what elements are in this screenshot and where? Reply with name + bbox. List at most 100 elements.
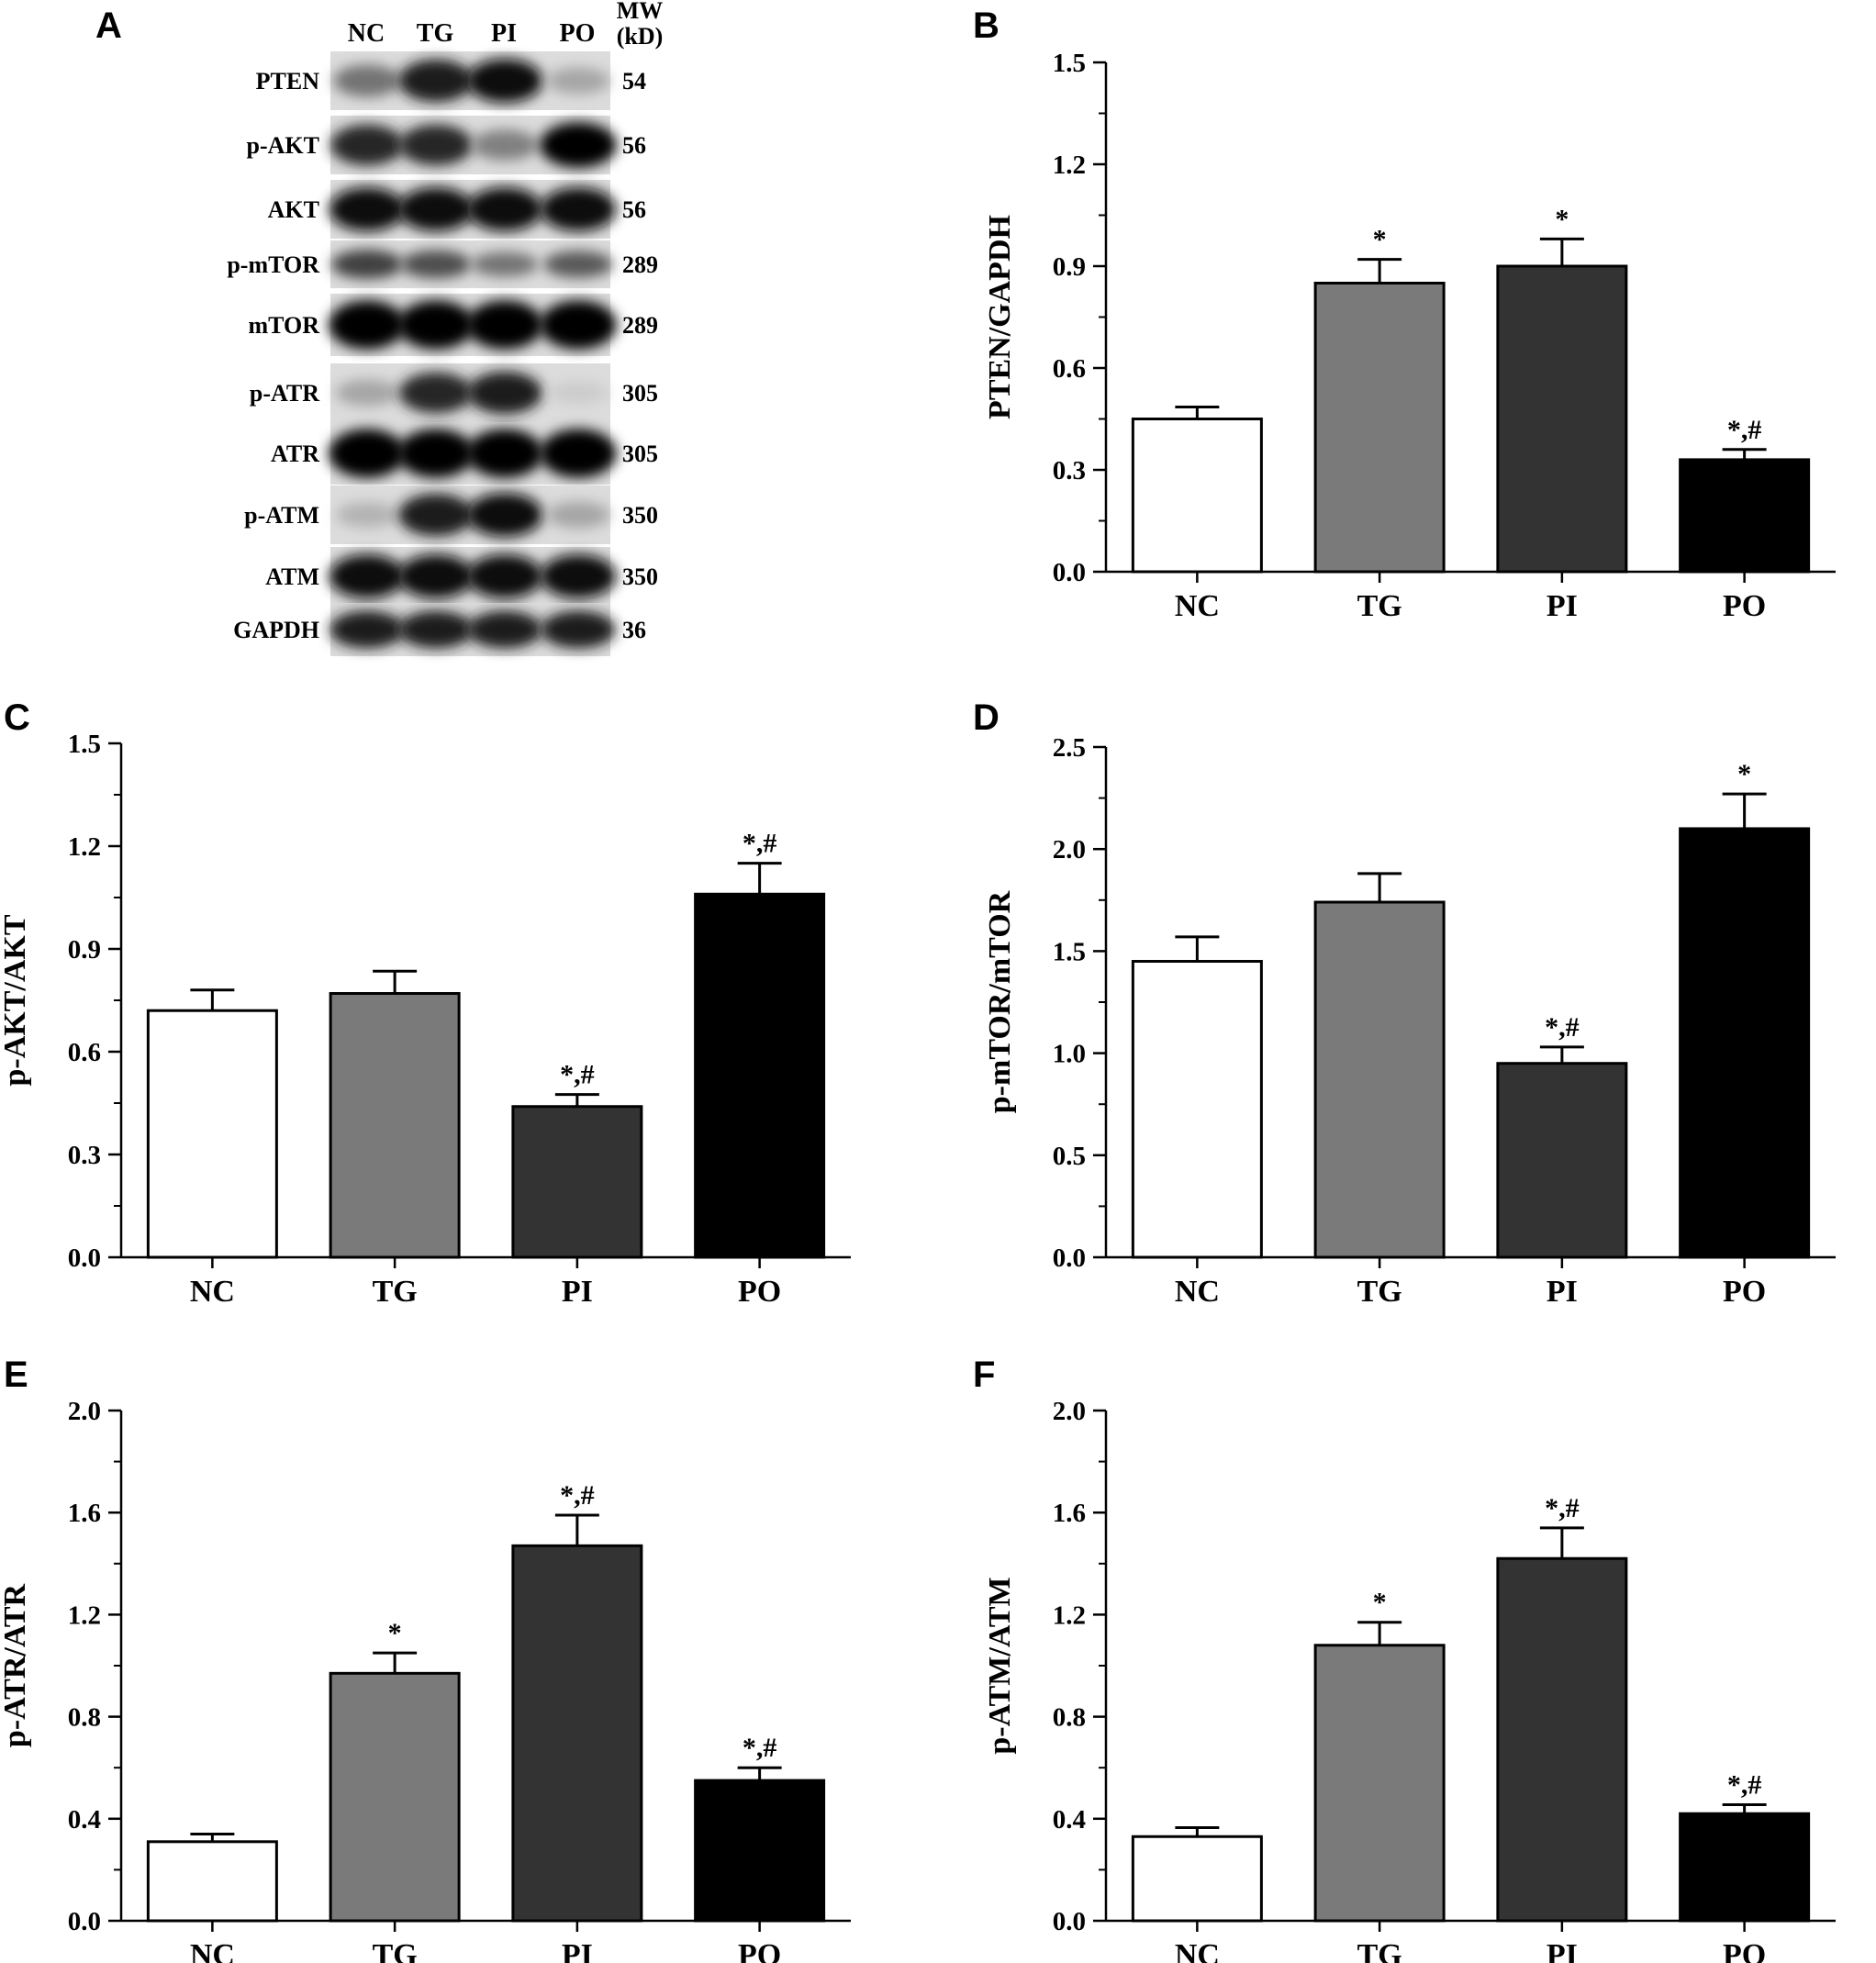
- bar-po: [1679, 827, 1811, 1259]
- x-tick-label: PI: [1547, 589, 1578, 623]
- x-tick-label: PO: [738, 1275, 781, 1309]
- bar-tg: [1313, 900, 1446, 1259]
- x-tick-label: PO: [1723, 1938, 1766, 1963]
- y-tick-label: 0.3: [1053, 456, 1086, 485]
- bar-nc: [1131, 960, 1263, 1259]
- y-tick-label: 1.2: [68, 832, 101, 862]
- bar-nc: [1131, 1835, 1263, 1923]
- x-tick-label: PI: [1547, 1275, 1578, 1309]
- bar-po: [694, 892, 826, 1259]
- y-tick-label: 0.4: [1053, 1805, 1086, 1835]
- bar-pi: [511, 1105, 643, 1259]
- y-tick-label: 0.0: [1053, 1907, 1086, 1936]
- panel-letter-a: A: [95, 6, 122, 46]
- panel-letter-b: B: [973, 6, 999, 46]
- x-tick-label: NC: [1175, 1275, 1220, 1309]
- y-tick-label: 1.2: [1053, 151, 1086, 180]
- x-tick-label: PI: [562, 1938, 593, 1963]
- y-tick-label: 0.6: [68, 1038, 101, 1067]
- x-tick-label: NC: [190, 1938, 235, 1963]
- significance-label: *: [388, 1618, 402, 1648]
- bar-tg: [1313, 282, 1446, 574]
- chart-f: 0.0 0.4 0.8 1.2 1.6 2.0 p-ATM/ATM NC * TG *,# PI *,#…: [983, 1397, 1836, 1963]
- y-axis-label: PTEN/GAPDH: [983, 215, 1017, 419]
- x-tick-label: PO: [1723, 1275, 1766, 1309]
- y-tick-label: 1.5: [1053, 937, 1086, 966]
- significance-label: *: [1373, 1588, 1387, 1618]
- x-tick-label: PI: [562, 1275, 593, 1309]
- significance-label: *: [1555, 204, 1569, 234]
- y-tick-label: 0.8: [68, 1703, 101, 1733]
- x-tick-label: TG: [1357, 589, 1402, 623]
- bar-tg: [329, 1671, 461, 1923]
- significance-label: *,#: [1727, 1770, 1762, 1801]
- y-tick-label: 0.3: [68, 1141, 101, 1170]
- x-tick-label: PO: [738, 1938, 781, 1963]
- significance-label: *,#: [1727, 415, 1762, 445]
- y-axis-label: p-ATM/ATM: [983, 1577, 1017, 1754]
- significance-label: *,#: [560, 1060, 595, 1090]
- bar-nc: [146, 1009, 278, 1259]
- y-tick-label: 0.9: [1053, 252, 1086, 282]
- bar-tg: [329, 992, 461, 1259]
- bar-po: [1679, 458, 1811, 574]
- chart-c: 0.0 0.3 0.6 0.9 1.2 1.5 p-AKT/AKT NC TG *,# PI *,# P…: [0, 730, 851, 1309]
- y-axis-label: p-ATR/ATR: [0, 1583, 32, 1747]
- y-tick-label: 0.0: [1053, 1244, 1086, 1273]
- y-tick-label: 0.5: [1053, 1142, 1086, 1171]
- chart-e: 0.0 0.4 0.8 1.2 1.6 2.0 p-ATR/ATR NC * TG *,# PI *,#…: [0, 1397, 851, 1963]
- y-tick-label: 0.0: [68, 1907, 101, 1936]
- bar-tg: [1313, 1644, 1446, 1923]
- significance-label: *,#: [560, 1480, 595, 1511]
- x-tick-label: TG: [1357, 1275, 1402, 1309]
- x-tick-label: PO: [1723, 589, 1766, 623]
- y-tick-label: 1.6: [1053, 1499, 1086, 1528]
- panel-letter-c: C: [4, 697, 30, 738]
- y-tick-label: 1.0: [1053, 1040, 1086, 1069]
- x-tick-label: TG: [1357, 1938, 1402, 1963]
- significance-label: *,#: [743, 1733, 777, 1763]
- x-tick-label: NC: [1175, 589, 1220, 623]
- bar-po: [1679, 1812, 1811, 1923]
- y-tick-label: 0.0: [1053, 558, 1086, 587]
- x-tick-label: NC: [190, 1275, 235, 1309]
- x-tick-label: NC: [1175, 1938, 1220, 1963]
- y-tick-label: 1.5: [68, 730, 101, 759]
- y-axis-label: p-AKT/AKT: [0, 914, 32, 1086]
- bar-pi: [1496, 1556, 1628, 1923]
- x-tick-label: TG: [373, 1938, 418, 1963]
- panel-letter-d: D: [973, 697, 999, 738]
- significance-label: *,#: [1545, 1493, 1580, 1523]
- bar-po: [694, 1779, 826, 1923]
- y-tick-label: 1.2: [1053, 1601, 1086, 1630]
- bar-nc: [1131, 418, 1263, 574]
- significance-label: *,#: [1545, 1012, 1580, 1043]
- chart-b: 0.0 0.3 0.6 0.9 1.2 1.5 PTEN/GAPDH NC * TG * PI *,# P…: [983, 49, 1836, 623]
- y-tick-label: 0.0: [68, 1244, 101, 1273]
- chart-d: 0.0 0.5 1.0 1.5 2.0 2.5 p-mTOR/mTOR NC TG *,# PI * P…: [983, 733, 1836, 1309]
- x-tick-label: TG: [373, 1275, 418, 1309]
- panel-letter-f: F: [973, 1355, 996, 1395]
- y-tick-label: 1.2: [68, 1601, 101, 1630]
- y-tick-label: 0.9: [68, 935, 101, 965]
- y-tick-label: 0.8: [1053, 1703, 1086, 1733]
- y-tick-label: 0.6: [1053, 354, 1086, 384]
- y-tick-label: 2.0: [68, 1397, 101, 1426]
- y-tick-label: 1.5: [1053, 49, 1086, 78]
- y-tick-label: 1.6: [68, 1499, 101, 1528]
- significance-label: *: [1373, 225, 1387, 255]
- panel-letter-e: E: [4, 1355, 28, 1395]
- significance-label: *: [1737, 759, 1751, 789]
- y-tick-label: 2.0: [1053, 835, 1086, 864]
- y-tick-label: 0.4: [68, 1805, 101, 1835]
- bar-pi: [1496, 1062, 1628, 1259]
- x-tick-label: PI: [1547, 1938, 1578, 1963]
- bar-pi: [1496, 264, 1628, 574]
- bar-nc: [146, 1840, 278, 1923]
- y-tick-label: 2.5: [1053, 733, 1086, 763]
- significance-label: *,#: [743, 829, 777, 859]
- y-tick-label: 2.0: [1053, 1397, 1086, 1426]
- bar-pi: [511, 1544, 643, 1923]
- y-axis-label: p-mTOR/mTOR: [983, 890, 1017, 1113]
